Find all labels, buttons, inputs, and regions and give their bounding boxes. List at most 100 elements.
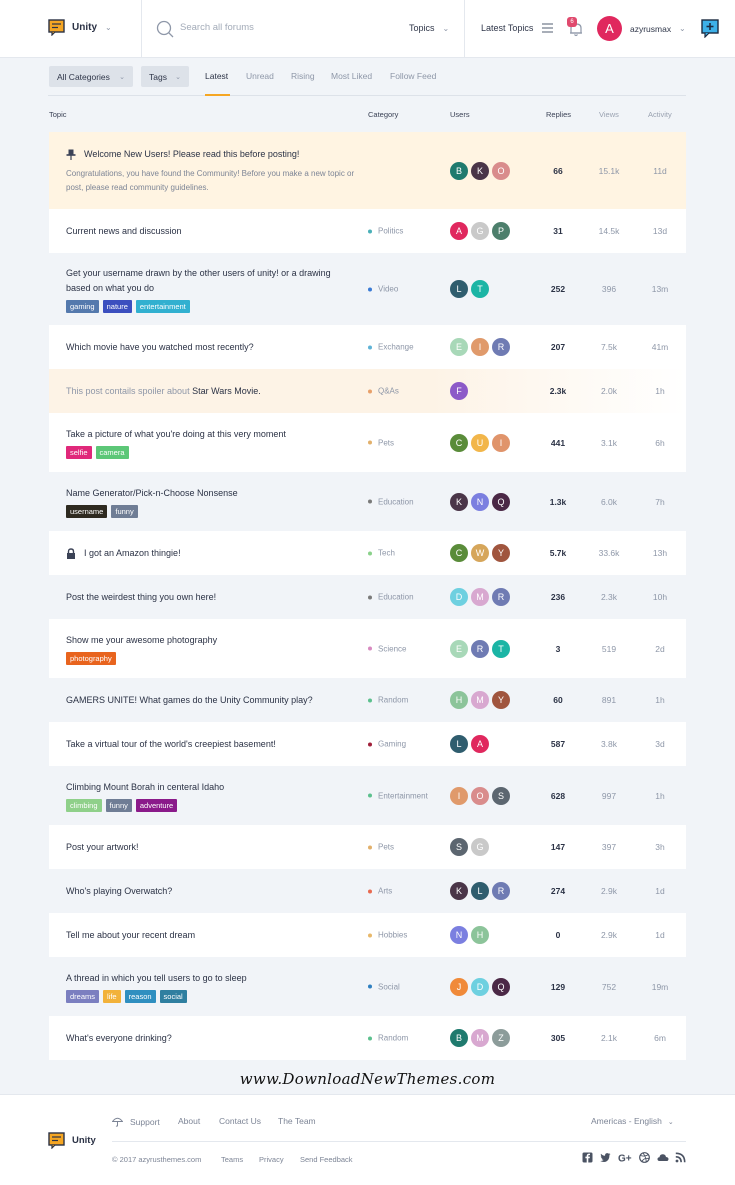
user-avatar[interactable]: G: [471, 838, 489, 856]
user-avatar[interactable]: N: [450, 926, 468, 944]
topic-row[interactable]: Show me your awesome photography photogra…: [49, 619, 686, 678]
user-avatar[interactable]: L: [450, 280, 468, 298]
topic-title[interactable]: Take a virtual tour of the world's creep…: [66, 737, 356, 752]
category-link[interactable]: Exchange: [368, 343, 414, 352]
user-avatar[interactable]: A: [471, 735, 489, 753]
latest-topics-menu[interactable]: Latest Topics: [481, 23, 554, 33]
footer-link-privacy[interactable]: Privacy: [259, 1155, 284, 1164]
topic-row[interactable]: Post your artwork! Pets S G 147 397 3h: [49, 825, 686, 869]
new-topic-icon[interactable]: [701, 19, 719, 38]
topic-row[interactable]: Tell me about your recent dream Hobbies N H…: [49, 913, 686, 957]
topic-title[interactable]: Climbing Mount Borah in centeral Idaho: [66, 780, 356, 795]
category-link[interactable]: Pets: [368, 438, 394, 447]
footer-link-team[interactable]: The Team: [278, 1116, 316, 1126]
topic-title[interactable]: Welcome New Users! Please read this befo…: [66, 147, 356, 162]
user-avatar[interactable]: H: [450, 691, 468, 709]
topic-tag[interactable]: camera: [95, 445, 129, 459]
topic-tag[interactable]: social: [159, 989, 187, 1003]
user-avatar[interactable]: I: [471, 338, 489, 356]
topic-row[interactable]: I got an Amazon thingie! Tech C W Y 5.7k 33.6k…: [49, 531, 686, 575]
user-avatar[interactable]: I: [492, 433, 510, 452]
category-link[interactable]: Education: [368, 497, 414, 506]
topic-tag[interactable]: nature: [102, 299, 132, 313]
user-avatar[interactable]: E: [450, 338, 468, 356]
twitter-icon[interactable]: [600, 1152, 611, 1163]
user-avatar[interactable]: S: [492, 786, 510, 805]
user-avatar[interactable]: Q: [492, 492, 510, 511]
user-avatar[interactable]: F: [450, 382, 468, 400]
footer-link-support[interactable]: Support: [112, 1116, 160, 1127]
topic-tag[interactable]: username: [66, 504, 108, 518]
topic-title[interactable]: Who's playing Overwatch?: [66, 884, 356, 899]
topic-tag[interactable]: reason: [124, 989, 156, 1003]
user-avatar[interactable]: P: [492, 222, 510, 240]
user-avatar[interactable]: W: [471, 544, 489, 562]
topic-title[interactable]: Current news and discussion: [66, 224, 356, 239]
user-avatar[interactable]: Q: [492, 977, 510, 996]
user-avatar[interactable]: C: [450, 433, 468, 452]
username[interactable]: azyrusmax: [630, 24, 672, 34]
topic-title[interactable]: A thread in which you tell users to go t…: [66, 971, 356, 986]
footer-link-feedback[interactable]: Send Feedback: [300, 1155, 353, 1164]
user-avatar[interactable]: D: [471, 977, 489, 996]
tab-follow-feed[interactable]: Follow Feed: [390, 71, 437, 81]
rss-icon[interactable]: [675, 1152, 686, 1163]
footer-link-about[interactable]: About: [178, 1116, 201, 1126]
topic-title[interactable]: GAMERS UNITE! What games do the Unity Co…: [66, 693, 356, 708]
user-avatar[interactable]: R: [492, 882, 510, 900]
user-avatar[interactable]: C: [450, 544, 468, 562]
topic-title[interactable]: Tell me about your recent dream: [66, 928, 356, 943]
category-link[interactable]: Arts: [368, 887, 392, 896]
topic-tag[interactable]: photography: [66, 651, 116, 665]
dribbble-icon[interactable]: [639, 1152, 650, 1163]
topic-row[interactable]: Climbing Mount Borah in centeral Idaho cl…: [49, 766, 686, 825]
topic-title[interactable]: Name Generator/Pick-n-Choose Nonsense: [66, 486, 356, 501]
user-avatar[interactable]: H: [471, 926, 489, 944]
user-avatar[interactable]: M: [471, 691, 489, 709]
user-avatar[interactable]: A: [597, 16, 622, 41]
facebook-icon[interactable]: [582, 1152, 593, 1163]
tags-filter-dropdown[interactable]: Tags ⌄: [141, 66, 189, 87]
user-avatar[interactable]: M: [471, 1029, 489, 1047]
user-avatar[interactable]: M: [471, 588, 489, 606]
topic-tag[interactable]: dreams: [66, 989, 100, 1003]
topic-row[interactable]: Take a picture of what you're doing at t…: [49, 413, 686, 472]
user-avatar[interactable]: K: [471, 161, 489, 180]
user-avatar[interactable]: B: [450, 161, 468, 180]
topic-title[interactable]: I got an Amazon thingie!: [66, 546, 356, 561]
topic-title[interactable]: What's everyone drinking?: [66, 1031, 356, 1046]
user-avatar[interactable]: K: [450, 492, 468, 511]
user-avatar[interactable]: A: [450, 222, 468, 240]
topic-tag[interactable]: entertainment: [135, 299, 190, 313]
topic-title[interactable]: Get your username drawn by the other use…: [66, 266, 356, 296]
user-avatar[interactable]: R: [492, 588, 510, 606]
category-link[interactable]: Video: [368, 285, 398, 294]
topic-tag[interactable]: climbing: [66, 798, 102, 812]
user-avatar[interactable]: T: [471, 280, 489, 298]
category-link[interactable]: Tech: [368, 549, 395, 558]
topic-row[interactable]: Which movie have you watched most recent…: [49, 325, 686, 369]
topic-tag[interactable]: gaming: [66, 299, 99, 313]
tab-latest[interactable]: Latest: [205, 71, 229, 81]
topic-tag[interactable]: selfie: [66, 445, 92, 459]
category-link[interactable]: Education: [368, 593, 414, 602]
user-avatar[interactable]: K: [450, 882, 468, 900]
category-link[interactable]: Social: [368, 982, 400, 991]
user-avatar[interactable]: S: [450, 838, 468, 856]
category-link[interactable]: Gaming: [368, 740, 406, 749]
user-avatar[interactable]: R: [492, 338, 510, 356]
topic-row[interactable]: Current news and discussion Politics A G P 31…: [49, 209, 686, 253]
language-selector[interactable]: Americas - English ⌄: [591, 1116, 674, 1126]
topic-row[interactable]: Name Generator/Pick-n-Choose Nonsense use…: [49, 472, 686, 531]
tab-most-liked[interactable]: Most Liked: [331, 71, 373, 81]
user-avatar[interactable]: I: [450, 786, 468, 805]
topics-dropdown[interactable]: Topics ⌄: [409, 23, 449, 33]
category-link[interactable]: Science: [368, 644, 406, 653]
topic-title[interactable]: Post the weirdest thing you own here!: [66, 590, 356, 605]
topic-title[interactable]: This post contails spoiler about Star Wa…: [66, 384, 356, 399]
footer-link-teams[interactable]: Teams: [221, 1155, 244, 1164]
category-link[interactable]: Random: [368, 696, 408, 705]
tab-rising[interactable]: Rising: [291, 71, 315, 81]
tab-unread[interactable]: Unread: [246, 71, 274, 81]
cloud-icon[interactable]: [657, 1152, 669, 1163]
